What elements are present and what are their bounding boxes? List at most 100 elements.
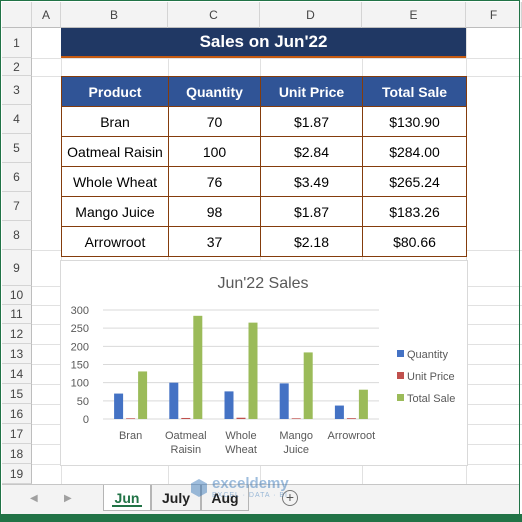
row-header-2[interactable]: 2 [2, 58, 32, 76]
row-header-8[interactable]: 8 [2, 221, 32, 250]
sales-table: Product Quantity Unit Price Total Sale B… [61, 76, 467, 257]
cell-quantity[interactable]: 100 [168, 136, 261, 167]
scroll-left-icon[interactable]: ◀ [30, 493, 38, 504]
watermark-name: exceldemy [212, 475, 289, 492]
table-row: Oatmeal Raisin 100 $2.84 $284.00 [61, 136, 467, 167]
row-header-1[interactable]: 1 [2, 28, 32, 58]
x-tick-label: Juice [283, 444, 309, 456]
column-header-a[interactable]: A [32, 2, 61, 28]
table-row: Whole Wheat 76 $3.49 $265.24 [61, 166, 467, 197]
cell-quantity[interactable]: 76 [168, 166, 261, 197]
cell-total-sale[interactable]: $80.66 [362, 226, 467, 257]
legend-label: Total Sale [407, 393, 455, 405]
row-header-19[interactable]: 19 [2, 464, 32, 484]
cell-unit-price[interactable]: $1.87 [260, 196, 363, 227]
row-header-13[interactable]: 13 [2, 344, 32, 364]
cell-total-sale[interactable]: $183.26 [362, 196, 467, 227]
row-header-18[interactable]: 18 [2, 444, 32, 464]
cell-unit-price[interactable]: $1.87 [260, 106, 363, 137]
gridline [32, 58, 522, 59]
y-tick-label: 150 [71, 360, 89, 372]
column-header-e[interactable]: E [362, 2, 466, 28]
x-tick-label: Raisin [171, 444, 202, 456]
row-header-7[interactable]: 7 [2, 192, 32, 221]
x-tick-label: Whole [225, 430, 256, 442]
header-quantity[interactable]: Quantity [168, 76, 261, 107]
column-header-f[interactable]: F [466, 2, 522, 28]
row-header-6[interactable]: 6 [2, 163, 32, 192]
cell-total-sale[interactable]: $284.00 [362, 136, 467, 167]
scroll-right-icon[interactable]: ▶ [64, 493, 72, 504]
row-header-4[interactable]: 4 [2, 105, 32, 134]
header-product[interactable]: Product [61, 76, 169, 107]
sales-chart[interactable]: Jun'22 Sales 0 50 100 150 200 250 300 Bran Oatmea… [60, 260, 468, 466]
row-header-3[interactable]: 3 [2, 76, 32, 105]
legend-swatch [397, 372, 404, 379]
row-header-5[interactable]: 5 [2, 134, 32, 163]
header-unit-price[interactable]: Unit Price [260, 76, 363, 107]
cell-quantity[interactable]: 37 [168, 226, 261, 257]
row-label: 5 [13, 141, 20, 155]
row-header-9[interactable]: 9 [2, 250, 32, 286]
legend-swatch [397, 394, 404, 401]
cell-product[interactable]: Oatmeal Raisin [61, 136, 169, 167]
row-header-14[interactable]: 14 [2, 364, 32, 384]
cell-product[interactable]: Bran [61, 106, 169, 137]
cell-quantity[interactable]: 70 [168, 106, 261, 137]
bar [279, 383, 289, 419]
column-header-d[interactable]: D [260, 2, 362, 28]
header-total-sale[interactable]: Total Sale [362, 76, 467, 107]
cell-quantity[interactable]: 98 [168, 196, 261, 227]
legend-label: Quantity [407, 349, 448, 361]
column-label: D [306, 7, 315, 22]
row-label: 9 [13, 260, 20, 275]
row-header-12[interactable]: 12 [2, 324, 32, 344]
cell-product[interactable]: Arrowroot [61, 226, 169, 257]
bar [334, 405, 344, 419]
row-header-16[interactable]: 16 [2, 404, 32, 424]
status-strip [0, 514, 522, 522]
bar [126, 418, 136, 419]
sheet-tab-jun[interactable]: Jun [103, 485, 151, 511]
row-header-11[interactable]: 11 [2, 305, 32, 324]
row-label: 13 [9, 346, 24, 361]
cell-unit-price[interactable]: $2.18 [260, 226, 363, 257]
row-header-10[interactable]: 10 [2, 286, 32, 305]
bar [248, 322, 258, 419]
select-all-corner[interactable] [2, 2, 32, 28]
sheet-tab-july[interactable]: July [151, 485, 201, 511]
add-sheet-icon[interactable]: + [282, 490, 298, 506]
watermark-tagline: EXCEL · DATA · BI [212, 492, 288, 499]
row-label: 7 [13, 199, 20, 213]
watermark-icon [191, 479, 207, 497]
cell-total-sale[interactable]: $265.24 [362, 166, 467, 197]
watermark-logo: exceldemy EXCEL · DATA · BI [190, 475, 330, 501]
row-label: 19 [9, 466, 24, 481]
column-label: B [109, 7, 118, 22]
cell-unit-price[interactable]: $3.49 [260, 166, 363, 197]
column-header-c[interactable]: C [168, 2, 260, 28]
bar [236, 417, 246, 419]
cell-product[interactable]: Whole Wheat [61, 166, 169, 197]
cell-product[interactable]: Mango Juice [61, 196, 169, 227]
bar [224, 391, 234, 419]
cell-total-sale[interactable]: $130.90 [362, 106, 467, 137]
sheet-title-cell[interactable]: Sales on Jun'22 [61, 28, 466, 58]
active-tab-underline [112, 505, 142, 507]
table-header-row: Product Quantity Unit Price Total Sale [61, 76, 467, 107]
table-row: Arrowroot 37 $2.18 $80.66 [61, 226, 467, 257]
x-tick-label: Bran [119, 430, 142, 442]
y-tick-label: 200 [71, 341, 89, 353]
bar [303, 352, 313, 419]
sheet-tab-aug[interactable]: Aug [201, 485, 249, 511]
row-label: 6 [13, 170, 20, 184]
row-label: 16 [9, 406, 24, 421]
row-header-15[interactable]: 15 [2, 384, 32, 404]
cell-unit-price[interactable]: $2.84 [260, 136, 363, 167]
row-header-17[interactable]: 17 [2, 424, 32, 444]
bar [169, 382, 179, 419]
column-header-b[interactable]: B [61, 2, 168, 28]
column-label: A [41, 7, 50, 22]
y-tick-label: 100 [71, 378, 89, 390]
y-tick-label: 250 [71, 323, 89, 335]
